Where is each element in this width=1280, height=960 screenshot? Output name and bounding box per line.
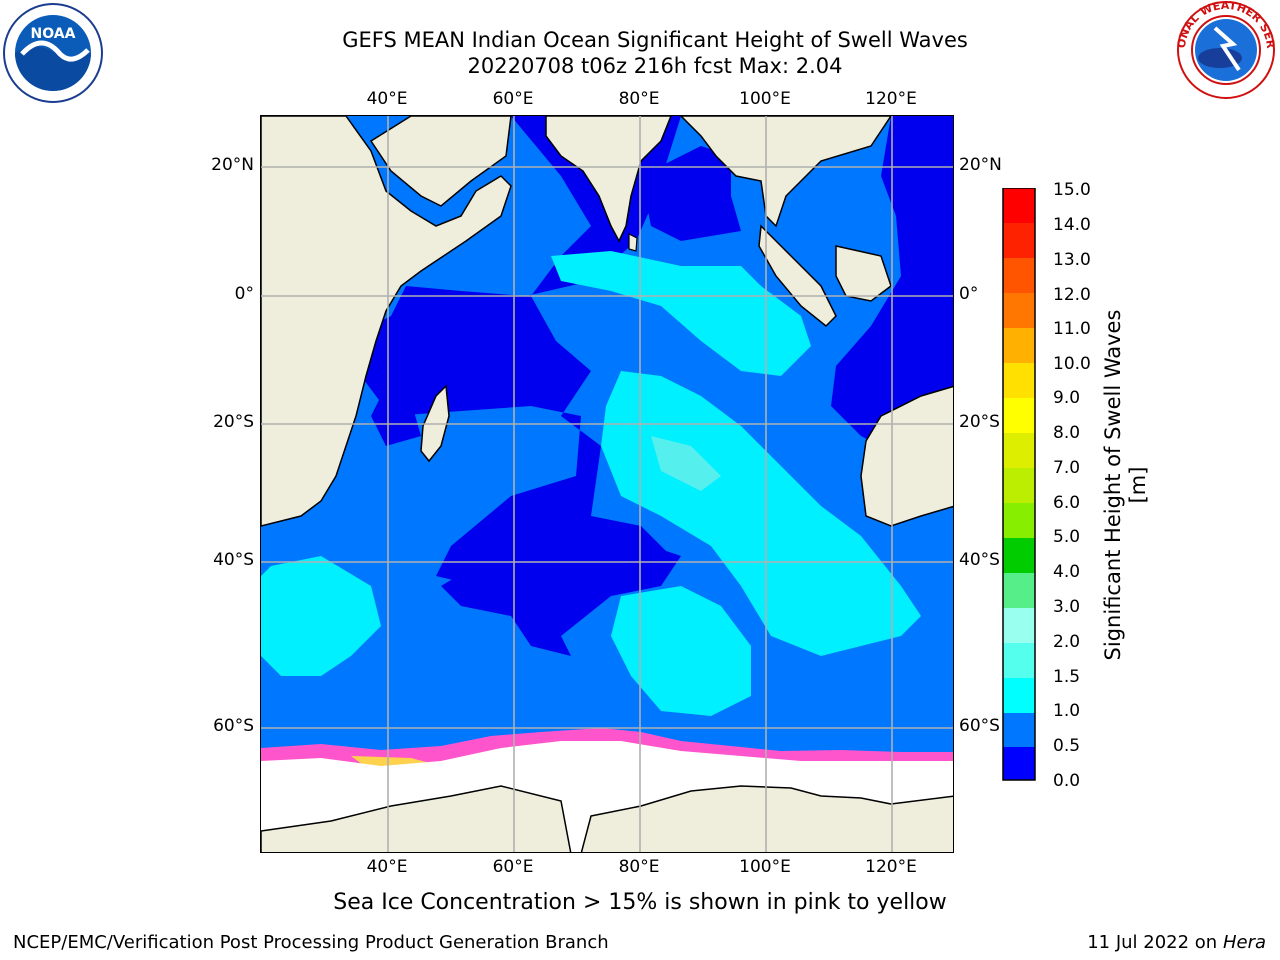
lat-label-right: 40°S: [959, 550, 1000, 570]
footer-host: Hera: [1222, 932, 1266, 953]
lon-label-bottom: 60°E: [492, 857, 534, 877]
colorbar-segment: [1003, 538, 1035, 573]
low-swell-region: [441, 526, 681, 656]
colorbar-segment: [1003, 678, 1035, 713]
colorbar-segment: [1003, 608, 1035, 643]
colorbar-tick: 13.0: [1053, 250, 1091, 270]
colorbar-tick: 9.0: [1053, 388, 1081, 408]
lat-label-left: 40°S: [213, 550, 254, 570]
colorbar-tick: 0.0: [1053, 771, 1081, 791]
lon-label-bottom: 120°E: [865, 857, 917, 877]
colorbar-segment: [1003, 643, 1035, 678]
noaa-logo: NOAA: [3, 3, 103, 103]
plot-title: GEFS MEAN Indian Ocean Significant Heigh…: [342, 28, 968, 52]
lon-label-top: 80°E: [618, 89, 660, 109]
map-canvas: [261, 116, 953, 852]
colorbar-tick: 14.0: [1053, 215, 1091, 235]
lat-label-left: 60°S: [213, 716, 254, 736]
colorbar-tick: 1.0: [1053, 701, 1081, 721]
colorbar-segment: [1003, 363, 1035, 398]
land-srilanka: [628, 233, 638, 252]
colorbar-tick: 8.0: [1053, 423, 1081, 443]
lat-label-right: 0°: [959, 284, 979, 304]
low-swell-region: [361, 116, 681, 596]
footer-date-text: 11 Jul 2022 on: [1087, 932, 1223, 953]
moderate-swell-band: [261, 556, 381, 676]
colorbar-tick: 3.0: [1053, 597, 1081, 617]
moderate-swell-band: [611, 586, 751, 716]
colorbar-tick: 1.5: [1053, 667, 1081, 687]
footer-credit: NCEP/EMC/Verification Post Processing Pr…: [13, 932, 609, 953]
lon-label-bottom: 100°E: [739, 857, 791, 877]
land-southeast-asia: [679, 116, 892, 228]
lat-label-left: 20°S: [213, 412, 254, 432]
colorbar-tick: 5.0: [1053, 527, 1081, 547]
colorbar-tick: 11.0: [1053, 319, 1091, 339]
colorbar-tick: 2.0: [1053, 632, 1081, 652]
noaa-logo-text: NOAA: [31, 26, 76, 42]
colorbar-tick: 0.5: [1053, 736, 1081, 756]
colorbar-segment: [1003, 258, 1035, 293]
lat-label-right: 20°N: [959, 155, 1002, 175]
lon-label-bottom: 40°E: [366, 857, 408, 877]
footer-date: 11 Jul 2022 on Hera: [1087, 932, 1266, 953]
lat-label-right: 60°S: [959, 716, 1000, 736]
colorbar-segment: [1003, 747, 1035, 780]
colorbar-segment: [1003, 398, 1035, 433]
land-arabia: [369, 116, 512, 207]
moderate-swell-band: [601, 371, 921, 656]
colorbar-segment: [1003, 713, 1035, 747]
colorbar-segment: [1003, 573, 1035, 608]
gridlines: [261, 116, 953, 852]
low-swell-region: [641, 146, 741, 241]
colorbar-label: Significant Height of Swell Waves [m]: [1101, 309, 1150, 661]
higher-swell-patch: [651, 436, 721, 491]
colorbar-segment: [1003, 328, 1035, 363]
colorbar-segment: [1003, 188, 1035, 223]
low-swell-region: [371, 396, 421, 446]
plot-subtitle: 20220708 t06z 216h fcst Max: 2.04: [467, 54, 843, 78]
land-borneo: [835, 245, 892, 302]
lon-label-top: 40°E: [366, 89, 408, 109]
land-australia: [860, 385, 953, 527]
colorbar-tick: 10.0: [1053, 354, 1091, 374]
colorbar: [1002, 188, 1036, 781]
lat-label-left: 0°: [234, 284, 254, 304]
map-panel: [260, 115, 954, 853]
lat-label-left: 20°N: [211, 155, 254, 175]
lon-label-top: 120°E: [865, 89, 917, 109]
colorbar-segment: [1003, 503, 1035, 538]
lon-label-bottom: 80°E: [618, 857, 660, 877]
colorbar-tick: 4.0: [1053, 562, 1081, 582]
colorbar-segment: [1003, 223, 1035, 258]
lat-label-right: 20°S: [959, 412, 1000, 432]
low-swell-region: [831, 116, 953, 456]
colorbar-tick: 7.0: [1053, 458, 1081, 478]
colorbar-tick: 12.0: [1053, 285, 1091, 305]
moderate-swell-band: [551, 251, 811, 376]
land-sumatra: [758, 224, 837, 328]
colorbar-tick: 6.0: [1053, 493, 1081, 513]
sea-ice-caption: Sea Ice Concentration > 15% is shown in …: [333, 890, 947, 915]
nws-logo: NATIONAL WEATHER SERVICE: [1175, 0, 1277, 99]
lon-label-top: 60°E: [492, 89, 534, 109]
colorbar-segment: [1003, 433, 1035, 468]
lon-label-top: 100°E: [739, 89, 791, 109]
colorbar-segment: [1003, 468, 1035, 503]
land-antarctica: [261, 785, 572, 852]
colorbar-segment: [1003, 293, 1035, 328]
colorbar-tick: 15.0: [1053, 180, 1091, 200]
land-antarctica: [580, 785, 953, 852]
